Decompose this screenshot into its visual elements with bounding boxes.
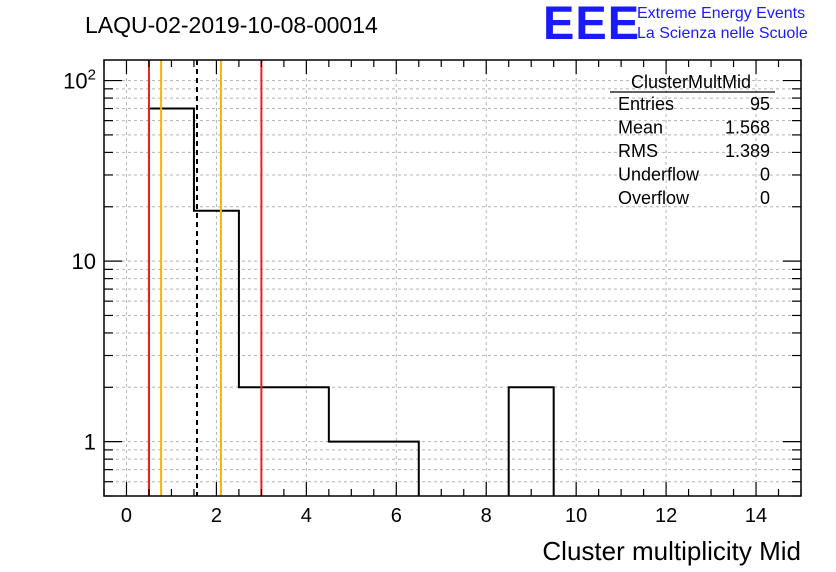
stats-row-value: 95 — [750, 94, 770, 114]
stats-title: ClusterMultMid — [631, 72, 751, 92]
x-axis-label: Cluster multiplicity Mid — [542, 536, 801, 566]
grid — [104, 60, 801, 497]
x-tick-label: 10 — [565, 505, 587, 527]
histogram-outline — [147, 107, 555, 496]
stats-row-label: Underflow — [618, 165, 700, 185]
x-tick-label: 12 — [655, 505, 677, 527]
stats-row-value: 1.389 — [725, 141, 770, 161]
stats-row-value: 1.568 — [725, 118, 770, 138]
logo-line-2: La Scienza nelle Scuole — [637, 25, 808, 42]
x-tick-label: 14 — [745, 505, 767, 527]
eee-logo-mark: EEE — [543, 0, 641, 49]
marker-lines — [147, 60, 263, 496]
y-tick-label: 10 — [72, 249, 96, 274]
x-tick-label: 2 — [211, 505, 222, 527]
y-tick-label: 1 — [84, 430, 96, 455]
stats-row-value: 0 — [760, 165, 770, 185]
plot-frame — [103, 59, 802, 497]
stats-row-value: 0 — [760, 188, 770, 208]
stats-row-label: RMS — [618, 141, 658, 161]
histogram-bar-group — [147, 107, 420, 496]
stats-row-label: Overflow — [618, 188, 690, 208]
stats-row-label: Mean — [618, 118, 663, 138]
x-tick-label: 6 — [391, 505, 402, 527]
chart-title: LAQU-02-2019-10-08-00014 — [85, 12, 378, 38]
x-tick-label: 0 — [121, 505, 132, 527]
stats-box: ClusterMultMid Entries 95 Mean 1.568 RMS 1.38… — [610, 72, 775, 208]
histogram-bar-group — [507, 386, 555, 496]
stats-row-label: Entries — [618, 94, 674, 114]
y-tick-label: 102 — [63, 67, 96, 94]
axes: 0 2 4 6 8 10 12 14 1 10 102 — [63, 59, 802, 527]
x-tick-label: 8 — [481, 505, 492, 527]
x-tick-label: 4 — [301, 505, 312, 527]
logo-line-1: Extreme Energy Events — [637, 5, 806, 22]
